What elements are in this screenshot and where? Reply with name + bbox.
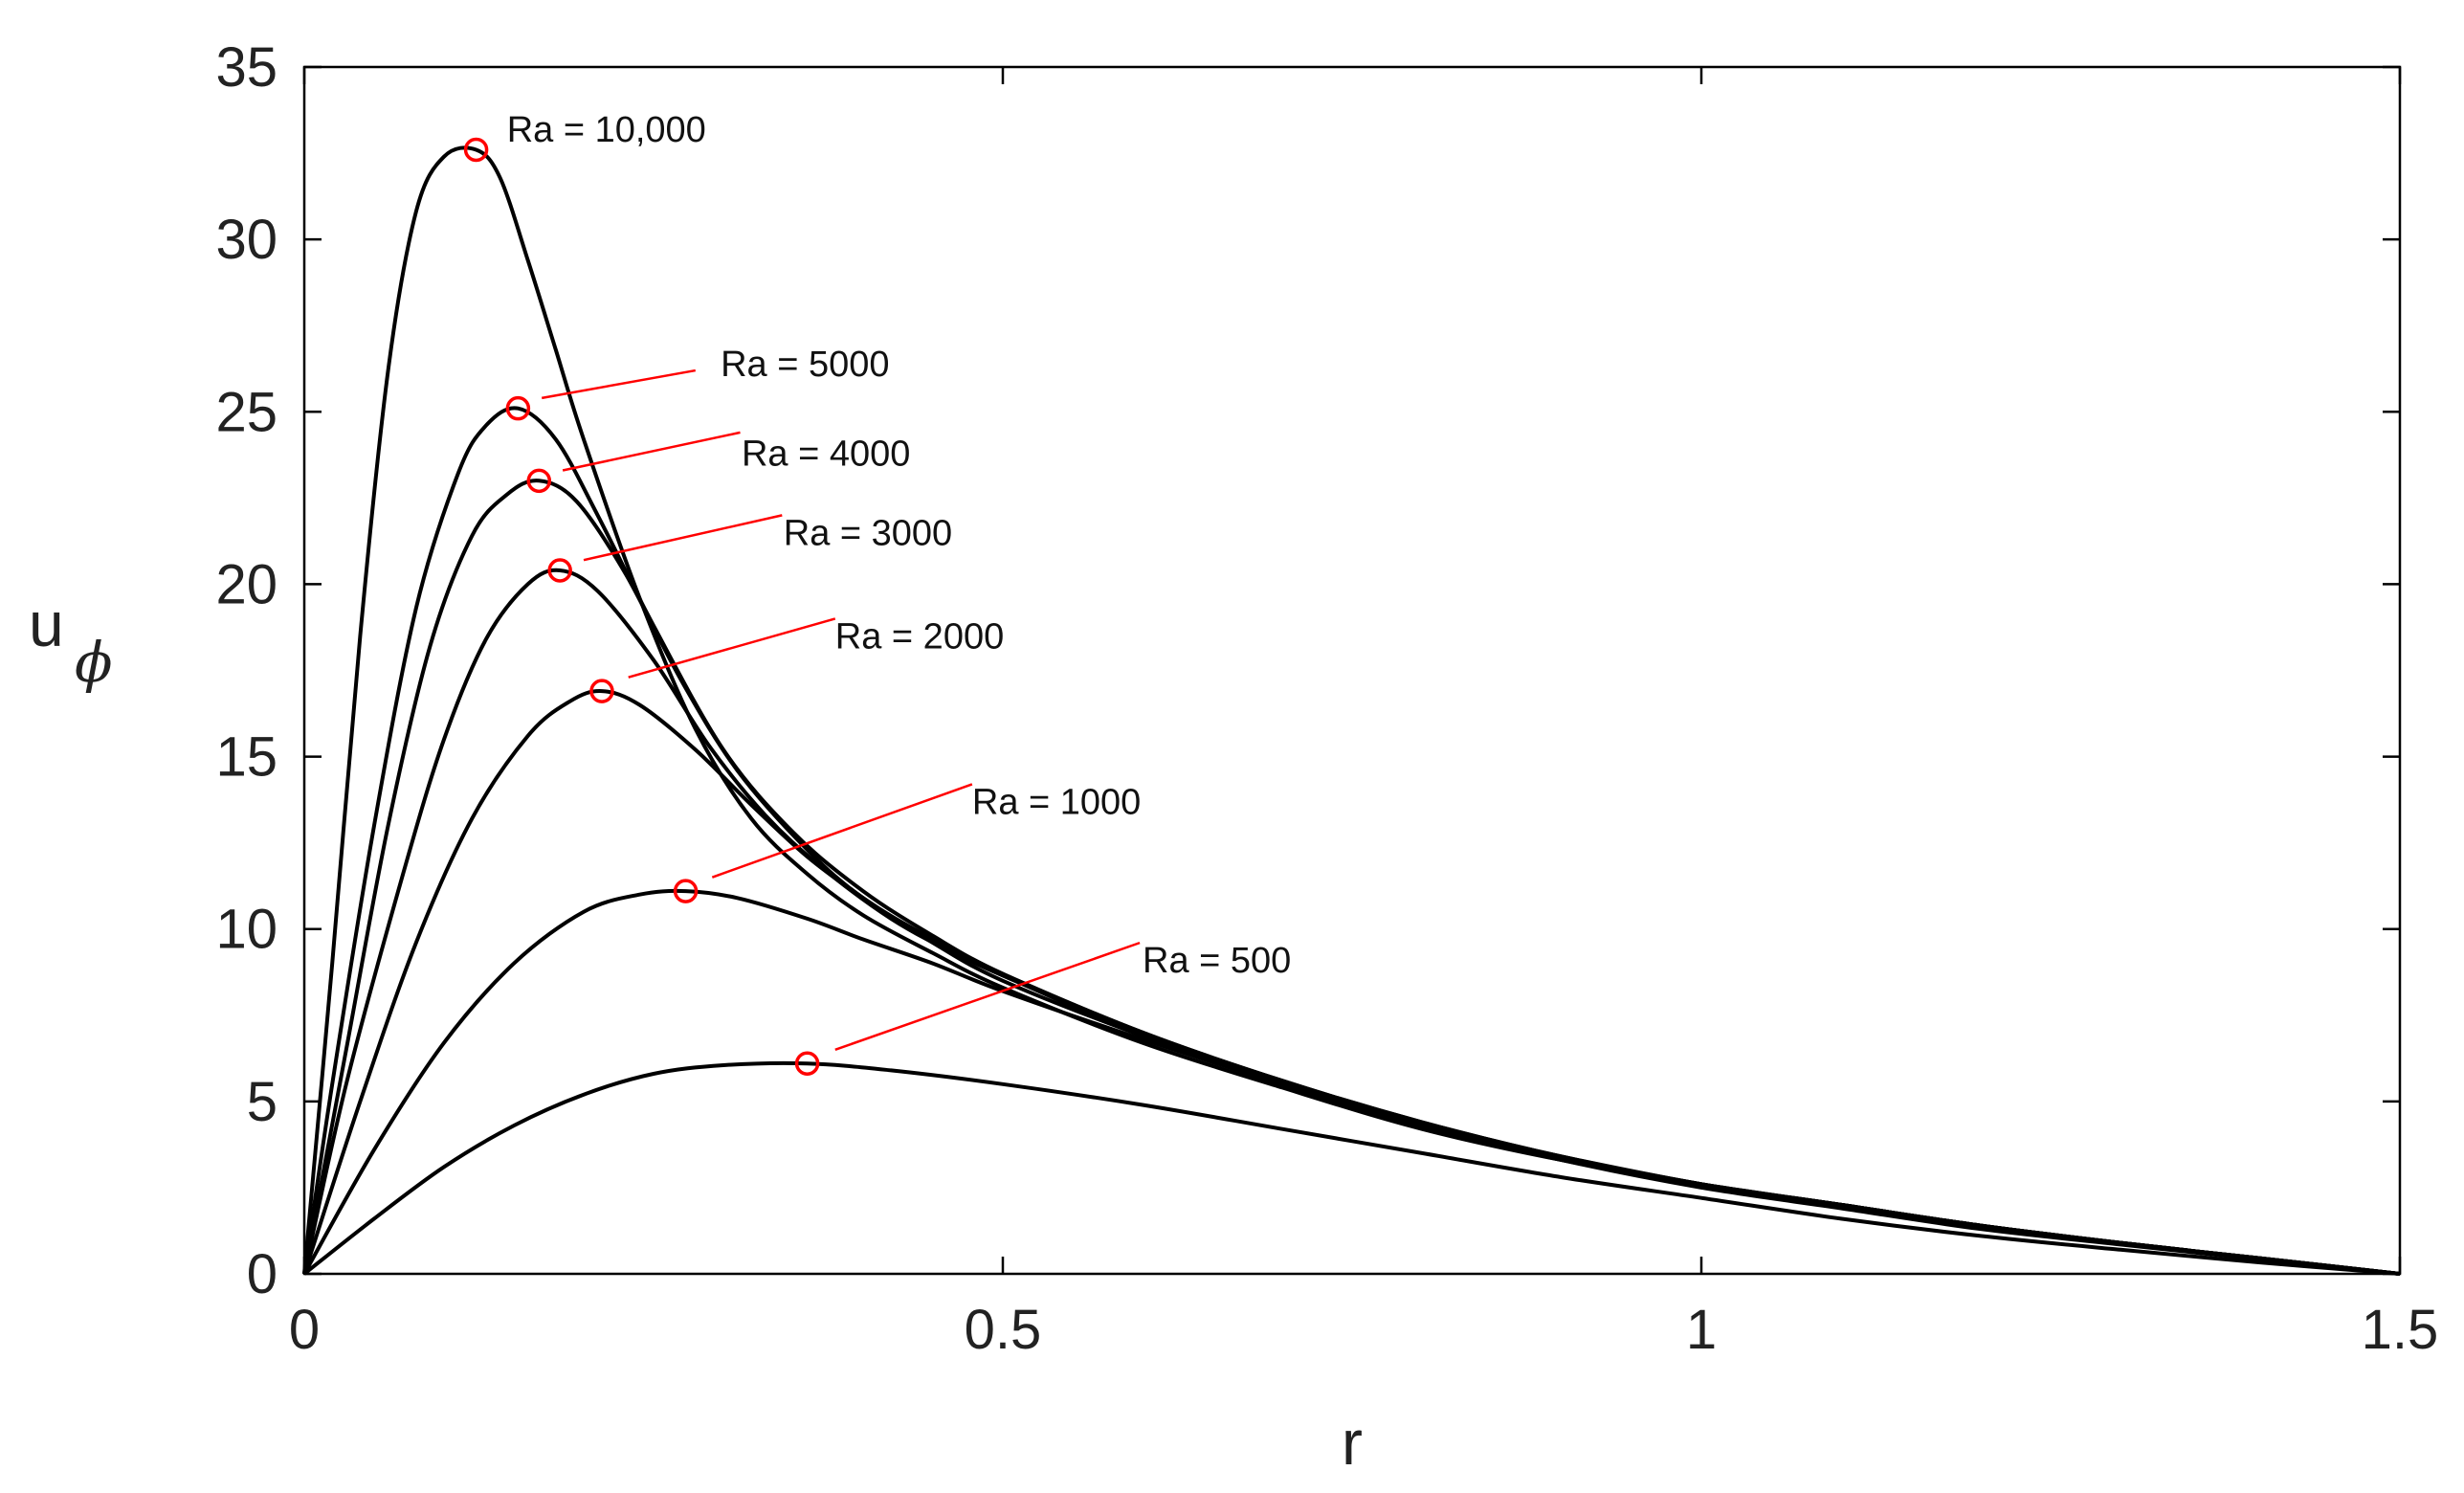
annotation-leader-line (583, 514, 783, 562)
y-axis-label: u (29, 589, 64, 659)
x-tick-label: 1.5 (2362, 1299, 2439, 1361)
y-tick-label: 30 (215, 209, 277, 271)
annotation-leader-line (628, 617, 836, 679)
x-tick-labels: 0 0.5 1 1.5 (289, 1299, 2438, 1361)
series-line (302, 888, 2401, 1276)
y-tick-label: 5 (247, 1071, 277, 1133)
plot-area (302, 65, 2402, 1276)
annotation-leader-line (562, 431, 741, 472)
series-label: Ra = 500 (1143, 941, 1291, 981)
y-tick-label: 35 (215, 36, 277, 99)
annotation-leader-line (541, 368, 697, 400)
peak-annotations: Ra = 10,000 Ra = 5000 Ra = 4000 Ra = 3000 Ra… (463, 110, 1291, 1076)
series-label: Ra = 3000 (784, 513, 952, 553)
series-label: Ra = 5000 (721, 345, 889, 385)
series-line (302, 689, 2401, 1276)
x-tick-label: 1 (1686, 1299, 1717, 1361)
y-axis-label-subscript: ϕ (75, 630, 113, 695)
peak-marker (463, 137, 489, 163)
peak-marker (673, 879, 699, 903)
peak-marker (794, 1051, 820, 1076)
y-tick-label: 25 (215, 381, 277, 443)
y-tick-label: 0 (247, 1243, 277, 1305)
annotation-leader-line (834, 941, 1141, 1051)
x-tick-label: 0 (289, 1299, 320, 1361)
series-label: Ra = 2000 (835, 616, 1004, 657)
y-tick-labels: 0 5 10 15 20 25 30 35 (215, 36, 277, 1305)
series-lines (302, 145, 2401, 1276)
y-tick-label: 20 (215, 553, 277, 615)
y-tick-label: 10 (215, 899, 277, 961)
annotation-leader-line (711, 783, 973, 879)
peak-marker (526, 468, 552, 494)
x-axis-label: r (1342, 1407, 1363, 1478)
peak-marker (505, 395, 531, 421)
peak-marker (547, 558, 572, 583)
series-label: Ra = 4000 (742, 435, 910, 475)
x-tick-label: 0.5 (965, 1299, 1042, 1361)
series-line (302, 1060, 2401, 1276)
peak-marker (589, 679, 614, 703)
axis-ticks (302, 65, 2402, 1276)
series-label: Ra = 10,000 (507, 110, 706, 150)
series-label: Ra = 1000 (972, 782, 1141, 822)
y-tick-label: 15 (215, 726, 277, 789)
